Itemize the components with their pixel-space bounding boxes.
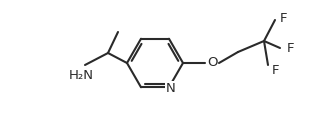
Text: F: F [272,63,280,77]
Text: N: N [166,82,176,95]
Text: F: F [280,12,287,24]
Text: F: F [287,41,294,55]
Text: H₂N: H₂N [69,69,94,82]
Text: O: O [207,56,217,70]
